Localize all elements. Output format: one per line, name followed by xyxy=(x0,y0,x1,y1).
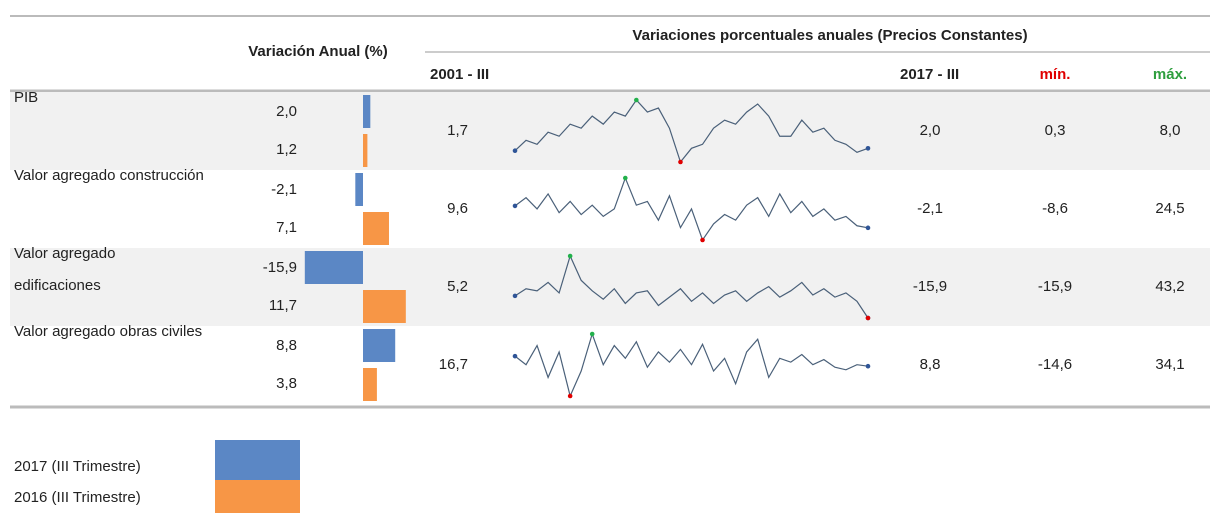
legend-swatch xyxy=(215,440,300,480)
annual-value: 2,0 xyxy=(276,103,297,120)
sparkline-marker xyxy=(865,315,871,321)
annual-value: 8,8 xyxy=(276,337,297,354)
annual-value: -2,1 xyxy=(271,181,297,198)
sparkline-marker xyxy=(865,146,871,151)
annual-bar xyxy=(363,368,377,401)
annual-value: 3,8 xyxy=(276,375,297,392)
sparkline-marker xyxy=(865,363,871,369)
sparkline-marker xyxy=(512,203,518,209)
first-value: 1,7 xyxy=(447,122,468,139)
max-value: 34,1 xyxy=(1155,356,1185,373)
first-value: 5,2 xyxy=(447,278,468,295)
annual-value: 7,1 xyxy=(276,219,297,236)
annual-bar xyxy=(304,251,363,284)
annual-bar xyxy=(363,134,368,167)
row-label: PIB xyxy=(14,89,39,106)
last-value: -15,9 xyxy=(912,278,948,295)
sparkline-marker xyxy=(567,253,573,259)
header-annual: Variación Anual (%) xyxy=(248,43,388,60)
sparkline-marker xyxy=(567,393,573,399)
header-max: máx. xyxy=(1152,66,1188,83)
row-label: Valor agregado obras civiles xyxy=(14,323,203,340)
min-value: -14,6 xyxy=(1037,356,1073,373)
legend-label: 2017 (III Trimestre) xyxy=(14,458,141,475)
first-value: 16,7 xyxy=(438,356,468,373)
header-min: mín. xyxy=(1039,66,1071,83)
sparkline xyxy=(514,254,869,319)
annual-value: -15,9 xyxy=(262,259,297,276)
annual-bar xyxy=(355,173,363,206)
last-value: 8,8 xyxy=(919,356,941,373)
row-label: Valor agregado construcción xyxy=(14,167,204,184)
header-end: 2017 - III xyxy=(900,66,960,83)
sparkline xyxy=(514,176,869,242)
max-value: 8,0 xyxy=(1159,122,1181,139)
annual-bar xyxy=(363,95,371,128)
annual-bar xyxy=(363,212,389,245)
last-value: -2,1 xyxy=(917,200,943,217)
row-shade xyxy=(10,248,1210,326)
min-value: -8,6 xyxy=(1042,200,1068,217)
sparkline-marker xyxy=(678,159,683,165)
header-start: 2001 - III xyxy=(430,66,490,83)
legend-swatch xyxy=(215,480,300,513)
annual-bar xyxy=(363,290,406,323)
header-series: Variaciones porcentuales anuales (Precio… xyxy=(632,27,1028,44)
sparkline-marker xyxy=(512,148,518,154)
min-value: -15,9 xyxy=(1037,278,1073,295)
sparkline-marker xyxy=(700,237,705,243)
sparkline-marker xyxy=(512,293,518,299)
sparkline xyxy=(514,332,869,398)
last-value: 2,0 xyxy=(919,122,941,139)
min-value: 0,3 xyxy=(1044,122,1066,139)
legend-label: 2016 (III Trimestre) xyxy=(14,489,141,506)
row-label: Valor agregado edificaciones xyxy=(14,245,116,294)
max-value: 24,5 xyxy=(1155,200,1185,217)
first-value: 9,6 xyxy=(447,200,468,217)
annual-value: 1,2 xyxy=(276,141,297,158)
annual-bar xyxy=(363,329,396,362)
sparkline-marker xyxy=(589,331,595,337)
sparkline xyxy=(514,99,869,164)
annual-value: 11,7 xyxy=(268,297,297,314)
sparkline-marker xyxy=(623,175,628,181)
sparkline-marker xyxy=(634,97,639,103)
sparkline-marker xyxy=(865,225,871,231)
sparkline-marker xyxy=(512,353,518,359)
row-shade xyxy=(10,92,1210,170)
max-value: 43,2 xyxy=(1155,278,1185,295)
